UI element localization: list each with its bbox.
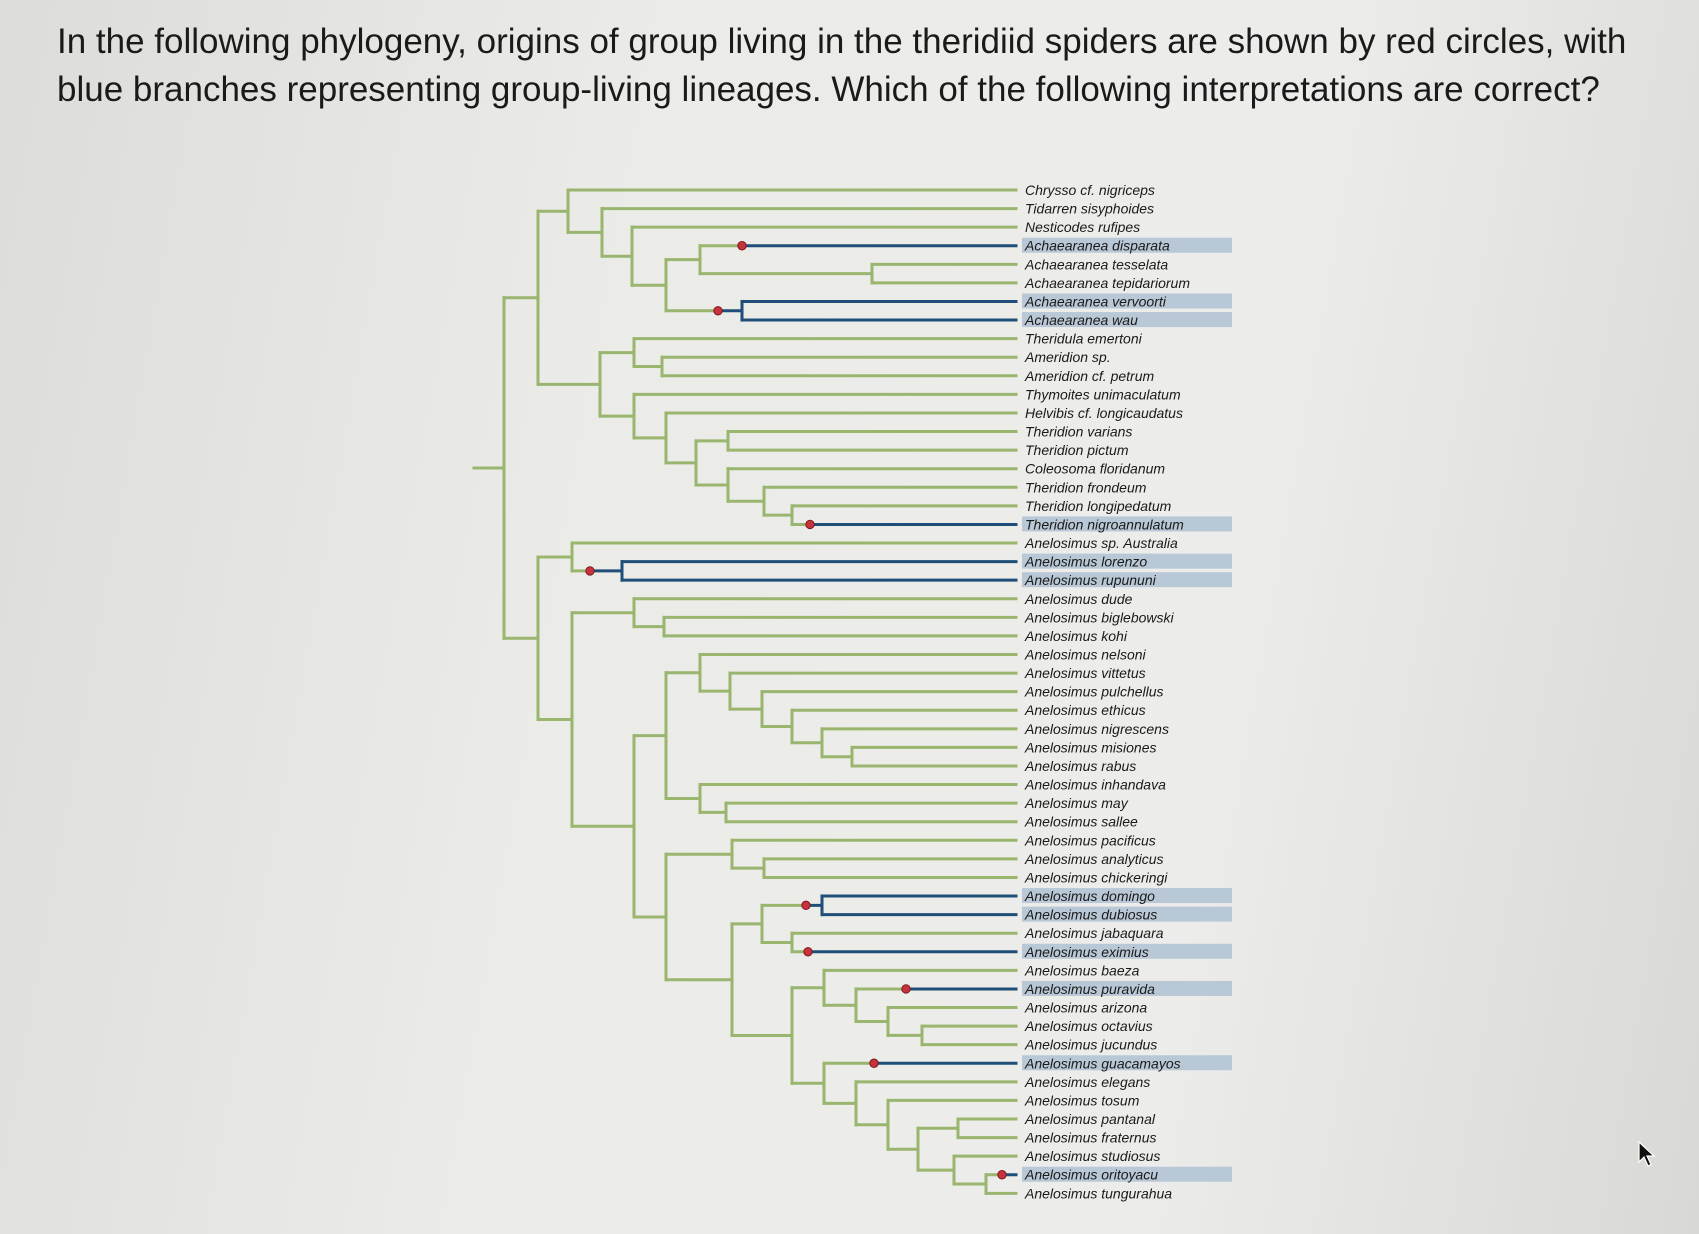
taxon-label: Anelosimus inhandava — [1024, 777, 1166, 793]
taxon-label: Anelosimus dude — [1024, 591, 1133, 607]
taxon-label: Achaearanea tesselata — [1024, 256, 1168, 272]
taxon-label: Anelosimus vittetus — [1024, 665, 1146, 681]
taxon-label: Anelosimus lorenzo — [1024, 554, 1147, 570]
taxon-label: Anelosimus may — [1024, 795, 1129, 811]
taxon-label: Ameridion sp. — [1024, 349, 1111, 365]
group-living-highlight — [1022, 237, 1232, 253]
taxon-label: Anelosimus jabaquara — [1024, 925, 1164, 941]
group-living-highlight — [1022, 553, 1232, 569]
taxon-label: Helvibis cf. longicaudatus — [1025, 405, 1183, 421]
taxon-label: Anelosimus sp. Australia — [1024, 535, 1178, 551]
taxon-label: Anelosimus chickeringi — [1024, 869, 1168, 885]
taxon-label: Achaearanea vervoorti — [1024, 293, 1167, 309]
taxon-label: Theridion longipedatum — [1025, 498, 1172, 514]
group-living-highlight — [1022, 293, 1232, 309]
taxon-label: Anelosimus pulchellus — [1024, 684, 1164, 700]
taxon-label: Anelosimus dubiosus — [1024, 907, 1157, 923]
taxon-label: Anelosimus nelsoni — [1024, 647, 1147, 663]
taxon-label: Anelosimus biglebowski — [1024, 609, 1175, 625]
group-origin-marker — [997, 1170, 1007, 1180]
taxon-label: Anelosimus domingo — [1024, 888, 1155, 904]
taxon-label: Anelosimus oritoyacu — [1024, 1167, 1158, 1183]
group-origin-marker — [869, 1058, 879, 1068]
group-living-highlight — [1022, 888, 1232, 904]
taxon-label: Anelosimus misiones — [1024, 739, 1157, 755]
taxon-label: Chrysso cf. nigriceps — [1025, 182, 1155, 198]
taxon-label: Anelosimus fraternus — [1024, 1130, 1157, 1146]
taxon-label: Achaearanea tepidariorum — [1024, 275, 1190, 291]
taxon-labels: Chrysso cf. nigriceps Tidarren sisyphoide… — [1024, 182, 1190, 1201]
group-origin-marker — [585, 566, 595, 576]
taxon-label: Anelosimus octavius — [1024, 1018, 1153, 1034]
taxon-label: Anelosimus nigrescens — [1024, 721, 1169, 737]
taxon-label: Theridion pictum — [1025, 442, 1129, 458]
mouse-cursor-icon — [1638, 1140, 1656, 1167]
taxon-label: Anelosimus ethicus — [1024, 702, 1146, 718]
group-living-highlights — [1022, 237, 1232, 1182]
taxon-label: Anelosimus arizona — [1024, 1000, 1147, 1016]
origin-markers — [585, 241, 1007, 1180]
group-living-highlight — [1022, 1055, 1232, 1071]
group-living-highlight — [1022, 516, 1232, 532]
taxon-label: Anelosimus pantanal — [1024, 1111, 1156, 1127]
group-origin-marker — [805, 519, 815, 530]
group-living-branches — [588, 244, 1018, 1177]
taxon-label: Coleosoma floridanum — [1025, 461, 1165, 477]
taxon-label: Anelosimus puravida — [1024, 981, 1155, 997]
taxon-label: Achaearanea disparata — [1024, 238, 1170, 254]
taxon-label: Tidarren sisyphoides — [1025, 201, 1154, 217]
question-text: In the following phylogeny, origins of g… — [57, 22, 1627, 109]
taxon-label: Anelosimus elegans — [1024, 1074, 1150, 1090]
taxon-label: Achaearanea wau — [1024, 312, 1138, 328]
group-living-highlight — [1022, 980, 1232, 996]
taxon-label: Anelosimus eximius — [1024, 944, 1149, 960]
group-living-highlight — [1022, 572, 1232, 588]
group-origin-marker — [803, 947, 813, 957]
taxon-label: Anelosimus guacamayos — [1024, 1055, 1181, 1071]
taxon-label: Theridion frondeum — [1025, 479, 1147, 495]
taxon-label: Ameridion cf. petrum — [1024, 368, 1154, 384]
taxon-label: Anelosimus analyticus — [1024, 851, 1164, 867]
group-living-highlight — [1022, 312, 1232, 328]
taxon-label: Theridion nigroannulatum — [1025, 516, 1184, 532]
group-living-highlight — [1022, 943, 1232, 959]
taxon-label: Anelosimus tosum — [1024, 1092, 1140, 1108]
group-origin-marker — [801, 900, 811, 911]
taxon-label: Anelosimus sallee — [1024, 814, 1138, 830]
taxon-label: Anelosimus studiosus — [1024, 1148, 1160, 1164]
taxon-label: Anelosimus kohi — [1024, 628, 1128, 644]
taxon-label: Theridion varians — [1025, 424, 1132, 440]
group-origin-marker — [737, 241, 747, 251]
taxon-label: Nesticodes rufipes — [1025, 219, 1140, 235]
group-origin-marker — [901, 984, 911, 994]
taxon-label: Theridula emertoni — [1025, 331, 1143, 347]
taxon-label: Anelosimus jucundus — [1024, 1037, 1157, 1053]
group-living-highlight — [1022, 906, 1232, 922]
taxon-label: Anelosimus rupununi — [1024, 572, 1157, 588]
tree-branches — [472, 188, 1018, 1195]
taxon-label: Thymoites unimaculatum — [1025, 386, 1181, 402]
taxon-label: Anelosimus rabus — [1024, 758, 1136, 774]
taxon-label: Anelosimus pacificus — [1024, 832, 1156, 848]
group-living-highlight — [1022, 1166, 1232, 1182]
taxon-label: Anelosimus baeza — [1024, 962, 1140, 978]
group-origin-marker — [713, 306, 723, 316]
taxon-label: Anelosimus tungurahua — [1024, 1185, 1172, 1201]
